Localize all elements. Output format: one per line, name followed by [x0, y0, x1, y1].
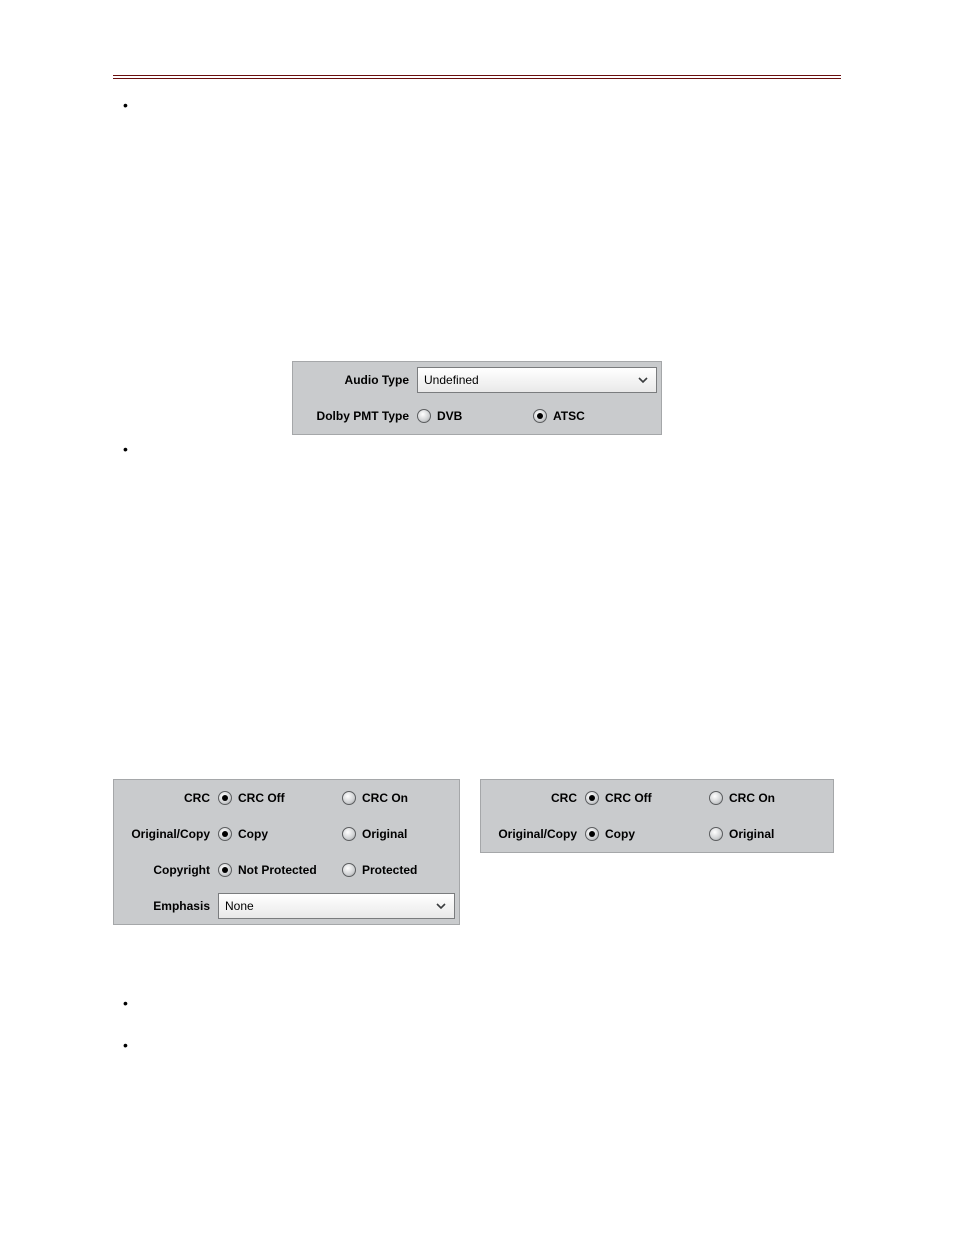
radio-icon [218, 791, 232, 805]
radio-icon [417, 409, 431, 423]
audio-type-label: Audio Type [293, 373, 417, 387]
crc-label: CRC [114, 791, 218, 805]
radio-icon [709, 827, 723, 841]
radio-label: CRC On [729, 791, 775, 805]
crc-label-r: CRC [481, 791, 585, 805]
mpeg-header-left-panel: CRC CRC Off CRC On Original/Copy [113, 779, 460, 925]
audio-type-value: Undefined [424, 373, 479, 387]
crc-on-radio[interactable]: CRC On [342, 791, 408, 805]
radio-label: Not Protected [238, 863, 317, 877]
radio-icon [342, 791, 356, 805]
bullet-item [113, 995, 841, 1013]
bullet-item [113, 97, 841, 115]
original-radio[interactable]: Original [342, 827, 407, 841]
radio-label: CRC Off [605, 791, 652, 805]
orig-copy-label: Original/Copy [114, 827, 218, 841]
header-rule [113, 75, 841, 79]
emphasis-label: Emphasis [114, 899, 218, 913]
copy-radio[interactable]: Copy [218, 827, 342, 841]
radio-label: CRC On [362, 791, 408, 805]
bullet-item [113, 1037, 841, 1055]
radio-icon [533, 409, 547, 423]
emphasis-select[interactable]: None [218, 893, 455, 919]
radio-icon [342, 863, 356, 877]
radio-icon [585, 827, 599, 841]
crc-off-radio-r[interactable]: CRC Off [585, 791, 709, 805]
orig-copy-label-r: Original/Copy [481, 827, 585, 841]
radio-icon [342, 827, 356, 841]
copyright-label: Copyright [114, 863, 218, 877]
original-radio-r[interactable]: Original [709, 827, 774, 841]
radio-label: ATSC [553, 409, 585, 423]
chevron-down-icon [636, 373, 650, 387]
audio-dolby-panel: Audio Type Undefined Dolby PMT Type DVB [292, 361, 662, 435]
dolby-pmt-dvb-radio[interactable]: DVB [417, 409, 533, 423]
radio-label: CRC Off [238, 791, 285, 805]
radio-label: Copy [605, 827, 635, 841]
emphasis-value: None [225, 899, 254, 913]
radio-icon [709, 791, 723, 805]
protected-radio[interactable]: Protected [342, 863, 417, 877]
radio-label: DVB [437, 409, 462, 423]
radio-label: Original [362, 827, 407, 841]
radio-icon [585, 791, 599, 805]
crc-on-radio-r[interactable]: CRC On [709, 791, 775, 805]
audio-type-select[interactable]: Undefined [417, 367, 657, 393]
bullet-item [113, 441, 841, 459]
dolby-pmt-atsc-radio[interactable]: ATSC [533, 409, 585, 423]
radio-label: Copy [238, 827, 268, 841]
radio-label: Original [729, 827, 774, 841]
mpeg-header-right-panel: CRC CRC Off CRC On Original/Copy [480, 779, 834, 853]
radio-label: Protected [362, 863, 417, 877]
radio-icon [218, 863, 232, 877]
chevron-down-icon [434, 899, 448, 913]
not-protected-radio[interactable]: Not Protected [218, 863, 342, 877]
copy-radio-r[interactable]: Copy [585, 827, 709, 841]
dolby-pmt-label: Dolby PMT Type [293, 409, 417, 423]
crc-off-radio[interactable]: CRC Off [218, 791, 342, 805]
radio-icon [218, 827, 232, 841]
